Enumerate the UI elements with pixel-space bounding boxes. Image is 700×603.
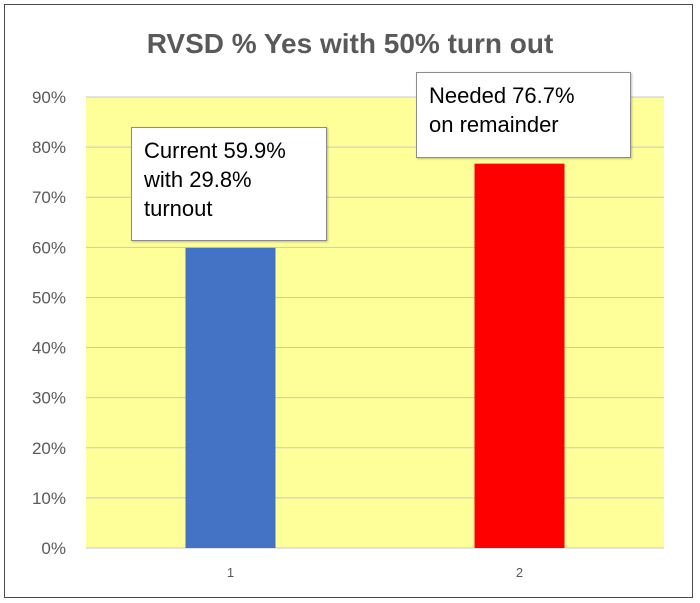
bar-2 (474, 163, 565, 549)
annotation-needed: Needed 76.7% on remainder (416, 72, 631, 158)
y-tick-label: 90% (32, 88, 66, 107)
y-axis-ticks: 0% 10% 20% 30% 40% 50% 60% 70% 80% 90% (32, 88, 66, 558)
y-tick-label: 50% (32, 288, 66, 307)
chart-title: RVSD % Yes with 50% turn out (146, 28, 554, 59)
y-tick-label: 80% (32, 138, 66, 157)
y-tick-label: 0% (41, 539, 66, 558)
x-tick-label: 2 (516, 565, 523, 580)
x-tick-label: 1 (227, 565, 234, 580)
y-tick-label: 60% (32, 238, 66, 257)
y-tick-label: 30% (32, 389, 66, 408)
bar-series (185, 163, 565, 549)
annotation-current: Current 59.9% with 29.8% turnout (131, 127, 327, 241)
y-tick-label: 40% (32, 339, 66, 358)
y-tick-label: 70% (32, 188, 66, 207)
bar-1 (185, 247, 276, 548)
y-tick-label: 10% (32, 489, 66, 508)
y-tick-label: 20% (32, 439, 66, 458)
